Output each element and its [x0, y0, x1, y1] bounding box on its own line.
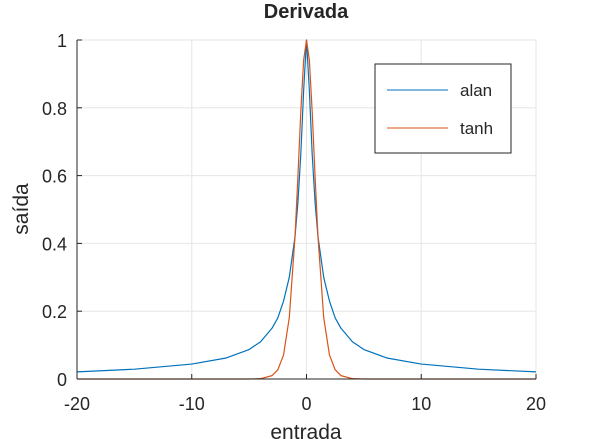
x-axis-label: entrada: [270, 421, 342, 439]
axes: [76, 39, 537, 380]
legend-box: [374, 63, 512, 154]
legend: alan tanh: [374, 63, 512, 154]
legend-label-tanh: tanh: [460, 119, 493, 138]
y-tick-label: 0.4: [42, 234, 67, 254]
y-tick-label: 0.8: [42, 99, 67, 119]
y-tick-label: 1: [57, 31, 67, 51]
chart-title: Derivada: [264, 1, 349, 23]
y-tick-label: 0.2: [42, 302, 67, 322]
x-tick-label: -20: [64, 394, 90, 414]
y-tick-labels: 0 0.2 0.4 0.6 0.8 1: [42, 31, 67, 390]
y-axis-label: saída: [10, 183, 33, 235]
x-tick-label: 20: [526, 394, 546, 414]
y-tick-label: 0: [57, 370, 67, 390]
x-tick-label: 10: [411, 394, 431, 414]
x-tick-labels: -20 -10 0 10 20: [64, 394, 546, 414]
x-tick-label: -10: [179, 394, 205, 414]
x-tick-label: 0: [301, 394, 311, 414]
y-tick-label: 0.6: [42, 167, 67, 187]
legend-label-alan: alan: [460, 81, 492, 100]
